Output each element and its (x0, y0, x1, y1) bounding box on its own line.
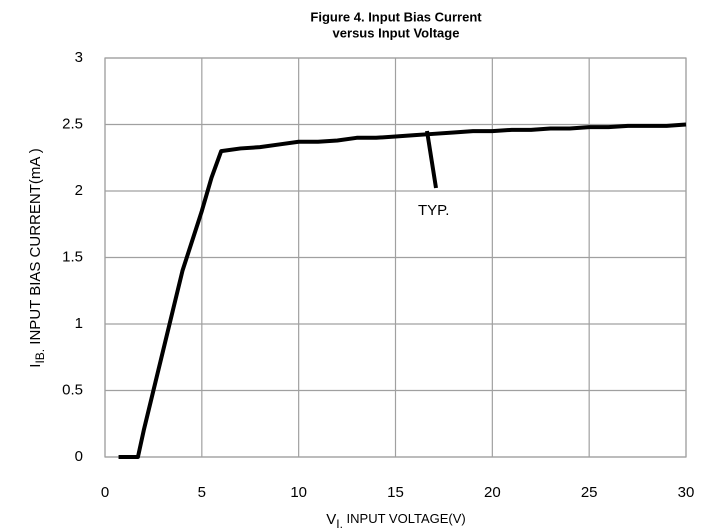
x-tick-label: 10 (290, 484, 307, 501)
annotation: TYP. (418, 202, 449, 219)
y-label-symbol: I (27, 364, 44, 368)
plot-border (104, 57, 687, 458)
x-label-text: INPUT VOLTAGE(V) (343, 511, 466, 526)
x-tick-label: 20 (484, 484, 501, 501)
x-tick-label: 15 (387, 484, 404, 501)
x-tick-label: 5 (198, 484, 206, 501)
x-label-subscript: I. (336, 517, 343, 531)
y-tick-label: 2 (75, 182, 83, 199)
x-label-symbol: V (326, 511, 336, 528)
y-tick-label: 2.5 (62, 115, 83, 132)
y-tick-label: 1.5 (62, 248, 83, 265)
x-tick-label: 0 (101, 484, 109, 501)
y-tick-label: 0 (75, 448, 83, 465)
x-axis-label: VI. INPUT VOLTAGE(V) (326, 511, 465, 531)
y-axis-label: IIB. INPUT BIAS CURRENT(mA ) (27, 148, 47, 367)
y-tick-label: 3 (75, 49, 83, 66)
x-tick-label: 25 (581, 484, 598, 501)
y-tick-label: 0.5 (62, 381, 83, 398)
data-line (118, 122, 687, 459)
y-tick-label: 1 (75, 315, 83, 332)
annotation-leader (425, 130, 438, 189)
chart-title: Figure 4. Input Bias Current (310, 9, 482, 24)
y-label-text: INPUT BIAS CURRENT(mA ) (27, 148, 44, 349)
y-label-subscript: IB. (33, 349, 47, 364)
x-tick-label: 30 (678, 484, 695, 501)
chart-title: versus Input Voltage (333, 25, 460, 40)
